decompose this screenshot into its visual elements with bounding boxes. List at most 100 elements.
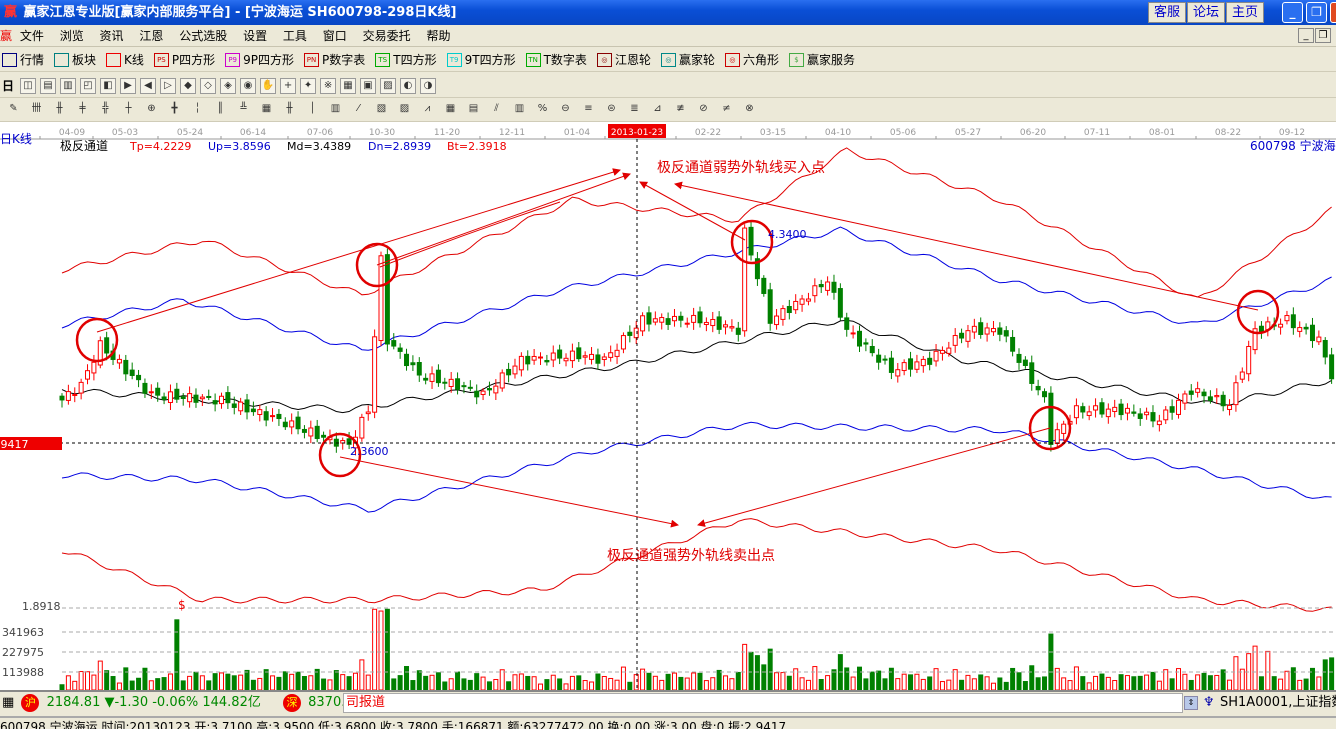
- drawing-tool-icon[interactable]: ╪: [79, 102, 86, 114]
- candle: [774, 315, 780, 326]
- drawing-tool-icon[interactable]: ⊗: [745, 102, 754, 114]
- drawing-tool-icon[interactable]: ≡: [584, 102, 593, 114]
- volume-bar: [901, 673, 907, 691]
- toolbar-dollar[interactable]: $ 赢家服务: [788, 51, 855, 68]
- menu-browse[interactable]: 浏览: [59, 29, 84, 43]
- toolbar-ps[interactable]: PS P四方形: [153, 51, 215, 68]
- menu-window[interactable]: 窗口: [322, 29, 347, 43]
- drawing-tool-icon[interactable]: │: [309, 102, 316, 114]
- candle: [901, 362, 907, 372]
- drawing-tool-icon[interactable]: ⊖: [561, 102, 570, 114]
- toolbar-p9[interactable]: P9 9P四方形: [225, 51, 294, 68]
- drawing-tool-icon[interactable]: ⊕: [147, 102, 156, 114]
- scroll-spinner[interactable]: ⇕: [1184, 696, 1198, 710]
- drawing-tool-icon[interactable]: ▥: [514, 102, 525, 114]
- tool-icon[interactable]: ✋: [260, 77, 277, 94]
- menu-trade[interactable]: 交易委托: [362, 29, 411, 43]
- menu-tools[interactable]: 工具: [282, 29, 307, 43]
- tool-icon[interactable]: ◉: [240, 77, 257, 94]
- drawing-tool-icon[interactable]: ╋: [171, 102, 178, 114]
- drawing-tool-icon[interactable]: ≣: [630, 102, 639, 114]
- volume-bar: [946, 679, 952, 691]
- tool-icon[interactable]: ◆: [180, 77, 197, 94]
- toolbar-kline[interactable]: K线: [106, 51, 144, 68]
- drawing-tool-icon[interactable]: ▥: [330, 102, 341, 114]
- tool-icon[interactable]: ◐: [400, 77, 417, 94]
- drawing-tool-icon[interactable]: ▦: [261, 102, 272, 114]
- drawing-tool-icon[interactable]: ▤: [468, 102, 479, 114]
- drawing-tool-icon[interactable]: ▧: [376, 102, 387, 114]
- tool-icon[interactable]: ▦: [340, 77, 357, 94]
- tool-icon[interactable]: ◀: [140, 77, 157, 94]
- drawing-tool-icon[interactable]: ╎: [194, 102, 201, 114]
- drawing-tool-icon[interactable]: ≠: [722, 102, 731, 114]
- drawing-tool-icon[interactable]: ▨: [399, 102, 410, 114]
- tool-icon[interactable]: +: [280, 77, 297, 94]
- tool-icon[interactable]: ▣: [360, 77, 377, 94]
- tool-icon[interactable]: ▥: [60, 77, 77, 94]
- drawing-tool-icon[interactable]: ╫: [286, 102, 293, 114]
- tool-icon[interactable]: ▨: [380, 77, 397, 94]
- mdi-restore-button[interactable]: ❐: [1315, 28, 1331, 43]
- menu-info[interactable]: 资讯: [99, 29, 124, 43]
- tool-icon[interactable]: ▤: [40, 77, 57, 94]
- toolbar-pn[interactable]: PN P数字表: [304, 51, 365, 68]
- news-ticker[interactable]: 司报道: [343, 693, 1183, 713]
- menu-file[interactable]: 文件: [19, 29, 44, 43]
- toolbar-tn[interactable]: TN T数字表: [525, 51, 587, 68]
- toolbar-winner-wheel[interactable]: ◎ 赢家轮: [660, 51, 715, 68]
- tool-icon[interactable]: ✦: [300, 77, 317, 94]
- menu-help[interactable]: 帮助: [426, 29, 451, 43]
- drawing-tool-icon[interactable]: ⫽: [494, 102, 499, 114]
- drawing-tool-icon[interactable]: ╫: [56, 102, 63, 114]
- tool-icon[interactable]: ※: [320, 77, 337, 94]
- drawing-tool-icon[interactable]: ╩: [240, 102, 247, 114]
- volume-bar: [1169, 678, 1175, 691]
- drawing-tool-icon[interactable]: ⊘: [699, 102, 708, 114]
- tool-icon[interactable]: ◇: [200, 77, 217, 94]
- tool-icon[interactable]: ◫: [20, 77, 37, 94]
- kline-chart[interactable]: 04-09 05-03 05-24 06-14 07-06 10-30 11-20 12-11…: [0, 122, 1336, 692]
- drawing-tool-icon[interactable]: 卌: [31, 102, 42, 114]
- tool-icon[interactable]: ◰: [80, 77, 97, 94]
- minimize-button[interactable]: _: [1282, 2, 1303, 23]
- drawing-tool-icon[interactable]: ║: [217, 102, 224, 114]
- candle: [155, 387, 161, 396]
- drawing-tool-icon[interactable]: ⊜: [607, 102, 616, 114]
- tool-icon[interactable]: ◧: [100, 77, 117, 94]
- service-button[interactable]: 客服: [1148, 2, 1186, 23]
- drawing-tool-icon[interactable]: %: [537, 102, 548, 114]
- menu-formula[interactable]: 公式选股: [179, 29, 228, 43]
- drawing-tool-icon[interactable]: ⊿: [653, 102, 662, 114]
- drawing-tool-icon[interactable]: ⩘: [424, 102, 431, 114]
- drawing-tool-icon[interactable]: ┼: [125, 102, 132, 114]
- tool-icon[interactable]: ◑: [420, 77, 437, 94]
- forum-button[interactable]: 论坛: [1187, 2, 1225, 23]
- drawing-tool-icon[interactable]: ⁄: [357, 102, 360, 114]
- mdi-minimize-button[interactable]: _: [1298, 28, 1314, 43]
- toolbar-quote-table[interactable]: 行情: [2, 51, 44, 68]
- drawing-tool-icon[interactable]: ≢: [676, 102, 685, 114]
- toolbar-ts[interactable]: TS T四方形: [375, 51, 437, 68]
- drawing-tool-icon[interactable]: ╬: [102, 102, 109, 114]
- close-button[interactable]: ×: [1330, 2, 1336, 23]
- period-select[interactable]: 日: [2, 79, 15, 93]
- drawing-tool-icon[interactable]: ✎: [9, 102, 18, 114]
- menu-gann[interactable]: 江恩: [139, 29, 164, 43]
- menu-settings[interactable]: 设置: [243, 29, 268, 43]
- toolbar-blocks[interactable]: 板块: [54, 51, 96, 68]
- candle: [761, 277, 767, 294]
- toolbar-gann-wheel[interactable]: ◎ 江恩轮: [596, 51, 651, 68]
- homepage-button[interactable]: 主页: [1226, 2, 1264, 23]
- restore-button[interactable]: ❐: [1306, 2, 1327, 23]
- toolbar-t9[interactable]: T9 9T四方形: [446, 51, 516, 68]
- tool-icon[interactable]: ◈: [220, 77, 237, 94]
- calendar-icon[interactable]: ▦: [2, 695, 15, 710]
- tool-icon[interactable]: ▷: [160, 77, 177, 94]
- toolbar-hexagon[interactable]: ◎ 六角形: [724, 51, 779, 68]
- chart-canvas[interactable]: 04-09 05-03 05-24 06-14 07-06 10-30 11-20 12-11…: [0, 122, 1336, 692]
- sh-index-text[interactable]: 2184.81 ▼-1.30 -0.06% 144.82亿: [46, 695, 261, 710]
- drawing-tool-icon[interactable]: ▦: [445, 102, 456, 114]
- signal-circle: [730, 219, 774, 265]
- tool-icon[interactable]: ▶: [120, 77, 137, 94]
